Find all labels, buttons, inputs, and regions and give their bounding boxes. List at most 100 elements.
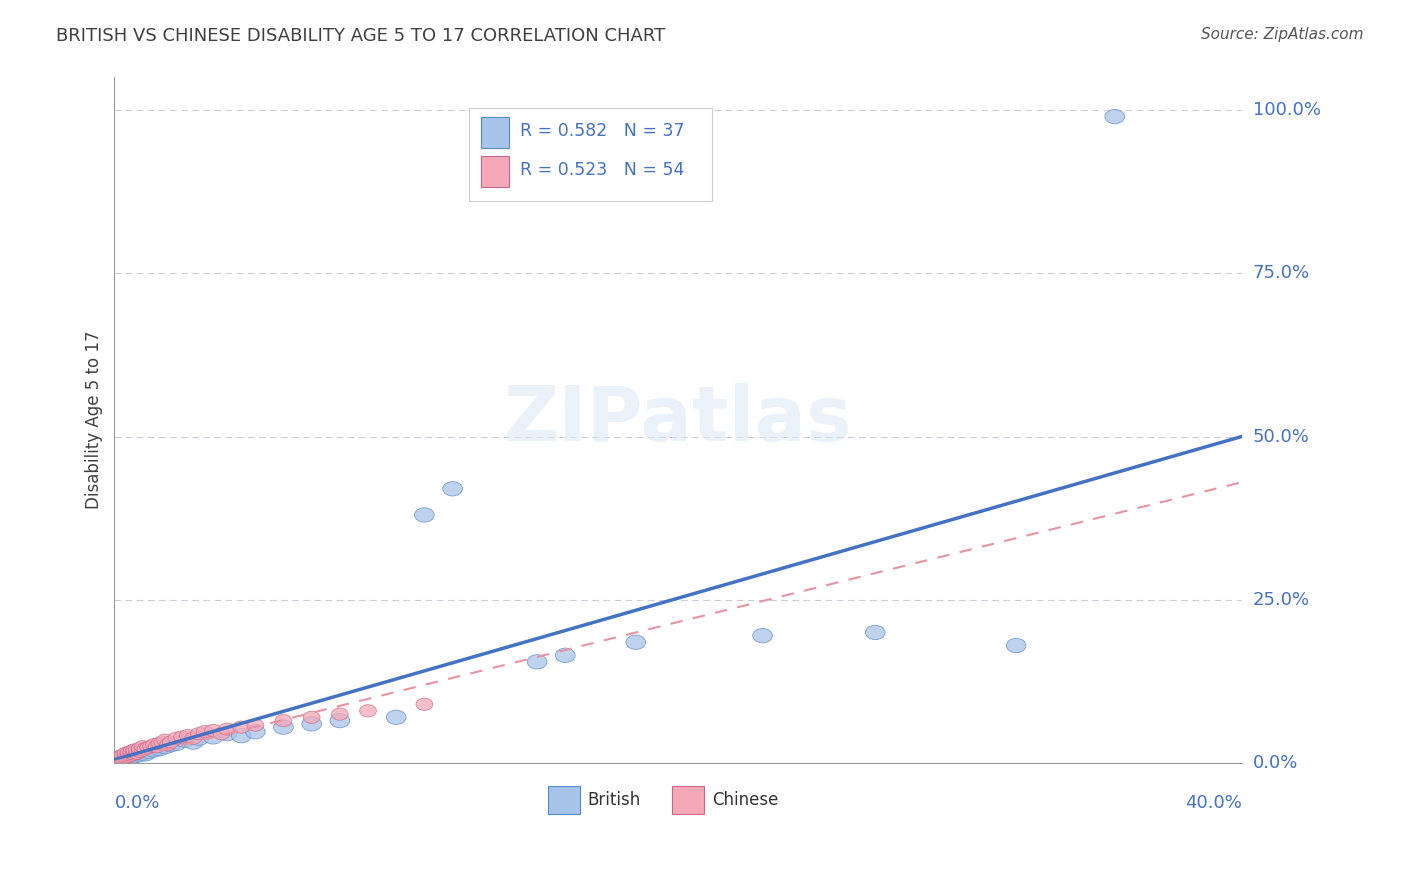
Ellipse shape (150, 738, 167, 749)
FancyBboxPatch shape (481, 156, 509, 187)
Ellipse shape (128, 744, 145, 756)
Ellipse shape (205, 724, 221, 737)
Ellipse shape (124, 748, 143, 763)
Ellipse shape (121, 750, 141, 764)
Text: R = 0.523   N = 54: R = 0.523 N = 54 (520, 161, 685, 179)
Text: 75.0%: 75.0% (1253, 264, 1310, 283)
Ellipse shape (114, 749, 131, 761)
Ellipse shape (155, 739, 174, 754)
Ellipse shape (111, 752, 128, 764)
Ellipse shape (129, 747, 149, 762)
Ellipse shape (162, 736, 179, 748)
Ellipse shape (174, 733, 194, 747)
Ellipse shape (160, 738, 180, 752)
Ellipse shape (169, 732, 184, 744)
Ellipse shape (136, 742, 153, 755)
FancyBboxPatch shape (470, 108, 711, 201)
Ellipse shape (159, 739, 176, 751)
Ellipse shape (122, 747, 139, 759)
Ellipse shape (304, 711, 321, 723)
Text: 50.0%: 50.0% (1253, 427, 1309, 446)
Ellipse shape (149, 741, 169, 756)
Ellipse shape (117, 751, 134, 764)
Ellipse shape (183, 735, 204, 749)
Ellipse shape (218, 726, 238, 741)
Text: Source: ZipAtlas.com: Source: ZipAtlas.com (1201, 27, 1364, 42)
Ellipse shape (125, 747, 142, 760)
Ellipse shape (115, 749, 135, 764)
Ellipse shape (1105, 110, 1125, 124)
Ellipse shape (134, 744, 150, 756)
Ellipse shape (122, 749, 139, 761)
FancyBboxPatch shape (672, 786, 704, 814)
Text: 0.0%: 0.0% (1253, 754, 1298, 772)
Ellipse shape (114, 753, 131, 765)
Ellipse shape (153, 736, 170, 748)
Y-axis label: Disability Age 5 to 17: Disability Age 5 to 17 (86, 331, 103, 509)
Ellipse shape (143, 743, 163, 757)
Ellipse shape (120, 748, 136, 761)
Ellipse shape (114, 752, 131, 764)
Ellipse shape (174, 731, 190, 743)
Ellipse shape (274, 720, 294, 734)
Text: BRITISH VS CHINESE DISABILITY AGE 5 TO 17 CORRELATION CHART: BRITISH VS CHINESE DISABILITY AGE 5 TO 1… (56, 27, 665, 45)
Ellipse shape (127, 746, 146, 761)
Ellipse shape (148, 740, 165, 753)
Ellipse shape (186, 732, 201, 744)
Ellipse shape (387, 710, 406, 724)
Text: R = 0.582   N = 37: R = 0.582 N = 37 (520, 122, 685, 140)
Ellipse shape (219, 723, 236, 735)
Text: 100.0%: 100.0% (1253, 101, 1320, 120)
Ellipse shape (246, 724, 266, 739)
Text: ZIPatlas: ZIPatlas (503, 384, 852, 458)
Ellipse shape (233, 721, 250, 733)
Ellipse shape (120, 747, 136, 759)
Ellipse shape (197, 725, 212, 738)
Ellipse shape (120, 750, 136, 763)
Ellipse shape (232, 729, 252, 743)
Ellipse shape (866, 625, 886, 640)
Ellipse shape (125, 746, 142, 758)
Ellipse shape (131, 742, 148, 755)
Ellipse shape (332, 708, 349, 720)
Ellipse shape (302, 716, 322, 731)
Ellipse shape (142, 740, 159, 752)
Ellipse shape (166, 736, 186, 751)
Ellipse shape (330, 714, 350, 728)
Ellipse shape (247, 719, 264, 731)
Ellipse shape (107, 753, 127, 767)
Ellipse shape (527, 655, 547, 669)
Ellipse shape (752, 629, 772, 643)
Ellipse shape (191, 728, 207, 739)
Ellipse shape (111, 753, 128, 765)
Ellipse shape (132, 746, 152, 760)
Ellipse shape (118, 748, 138, 763)
Ellipse shape (214, 728, 229, 739)
FancyBboxPatch shape (548, 786, 579, 814)
Ellipse shape (360, 705, 377, 717)
Ellipse shape (1007, 639, 1026, 653)
Text: British: British (588, 791, 641, 809)
Ellipse shape (108, 755, 125, 767)
Ellipse shape (134, 740, 150, 753)
Ellipse shape (145, 739, 162, 751)
Ellipse shape (626, 635, 645, 649)
Ellipse shape (117, 749, 134, 761)
Ellipse shape (135, 747, 155, 761)
Ellipse shape (276, 714, 292, 727)
Ellipse shape (180, 730, 195, 742)
Ellipse shape (443, 482, 463, 496)
Ellipse shape (112, 752, 132, 766)
Ellipse shape (122, 745, 139, 757)
Ellipse shape (415, 508, 434, 522)
Ellipse shape (139, 741, 156, 754)
Ellipse shape (156, 734, 173, 747)
Ellipse shape (125, 744, 142, 756)
Ellipse shape (108, 752, 125, 764)
Text: 25.0%: 25.0% (1253, 591, 1310, 609)
Ellipse shape (188, 731, 209, 746)
Ellipse shape (117, 747, 134, 759)
Text: 0.0%: 0.0% (114, 794, 160, 812)
Ellipse shape (128, 747, 145, 759)
Ellipse shape (138, 744, 157, 758)
